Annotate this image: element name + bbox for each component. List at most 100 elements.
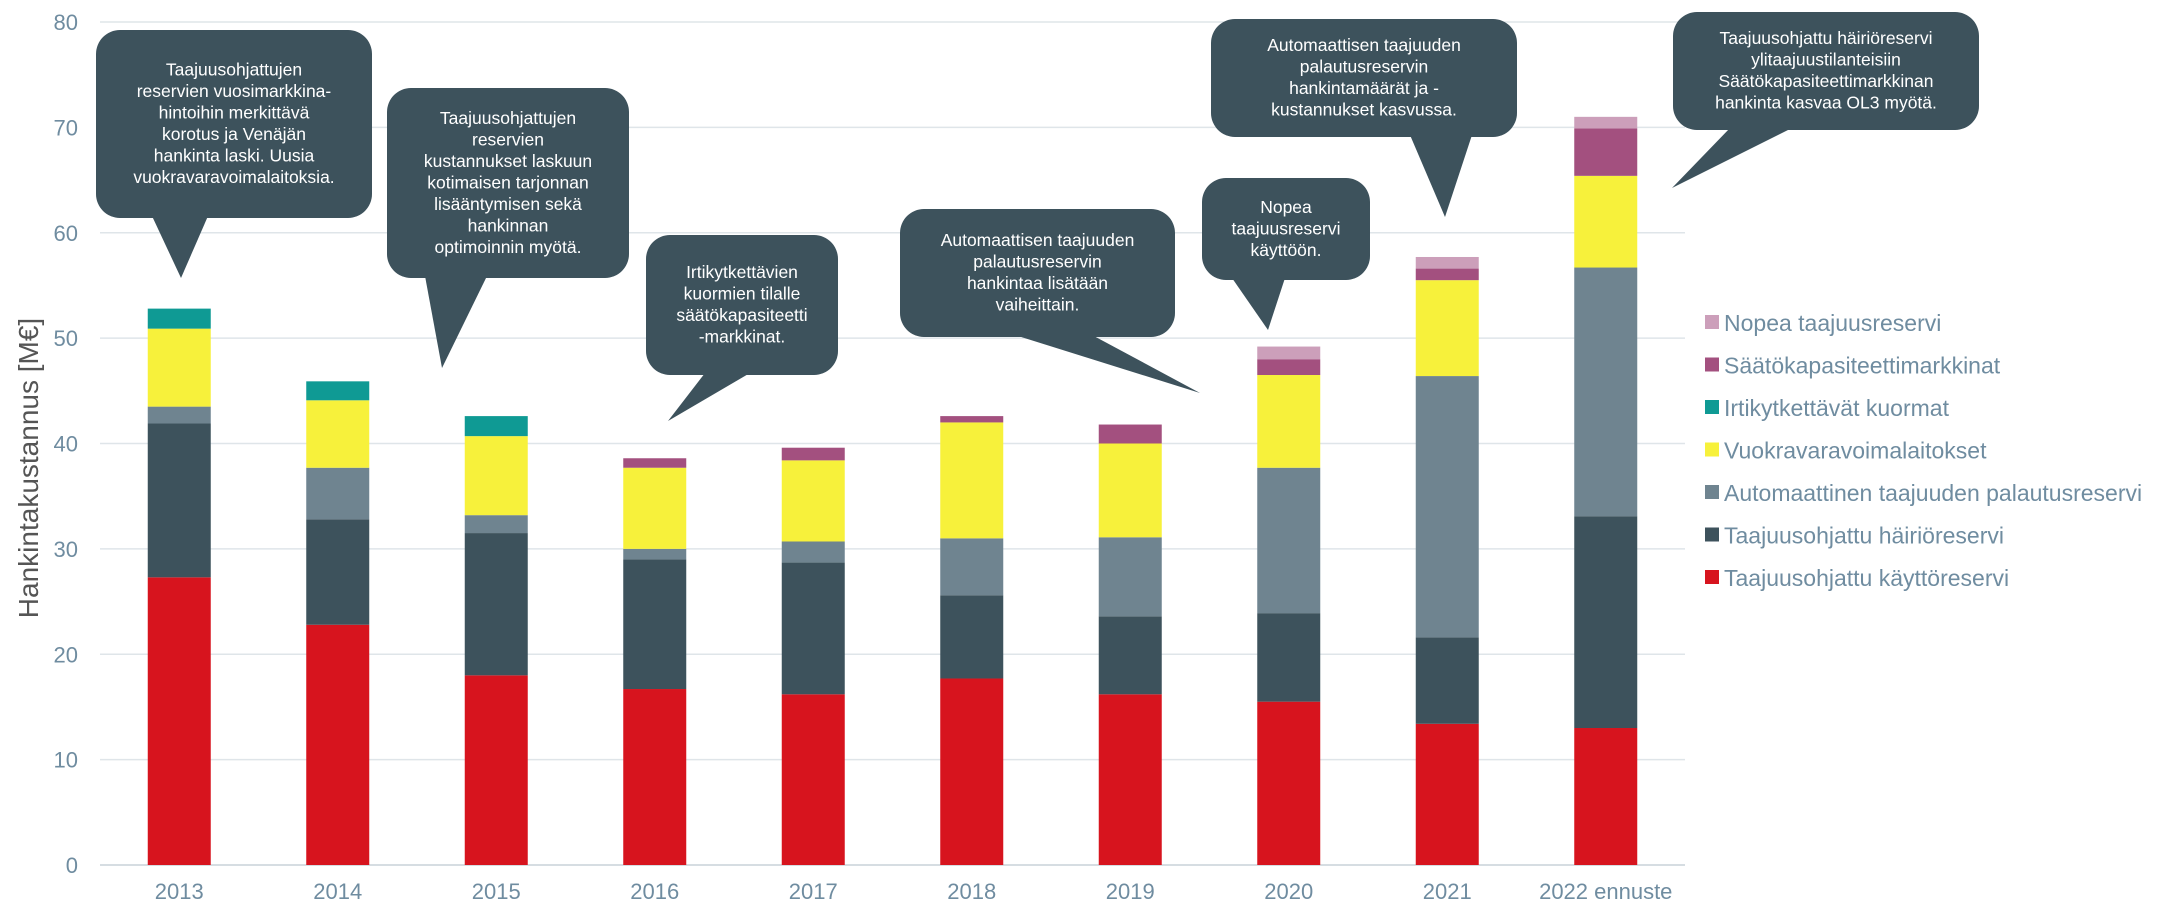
y-axis-title: Hankintakustannus [M€] [13,318,44,618]
bar-segment [1257,375,1321,468]
y-tick-label: 30 [54,537,78,562]
bar-segment [1574,728,1638,865]
legend-swatch [1705,442,1719,457]
bar-segment [1574,267,1638,517]
legend-label: Nopea taajuusreservi [1724,310,1941,336]
bar-segment [940,595,1004,679]
bar-segment [1415,280,1479,377]
callout-text-line: Automaattisen taajuuden [941,230,1135,250]
bar-segment [1574,516,1638,729]
legend-label: Säätökapasiteettimarkkinat [1724,353,2001,379]
callout-text-line: palautusreservin [973,252,1101,272]
bar-segment [147,577,211,865]
callout-text-line: hankintaa lisätään [967,273,1108,293]
legend-swatch [1705,485,1719,499]
bar-segment [1257,359,1321,376]
callout-pointer [425,276,487,368]
bar-segment [464,416,528,437]
callout-box [646,235,838,375]
legend-swatch [1705,570,1719,584]
bar-segment [464,533,528,676]
bar-segment [1257,346,1321,360]
callout-text-line: ylitaajuustilanteisiin [1751,50,1901,70]
bar-segment [940,416,1004,423]
y-tick-label: 0 [66,853,78,878]
bar-segment [1574,116,1638,129]
callouts: Taajuusohjattujen reservien vuosimarkkina… [96,12,1979,421]
bar-segment [1415,256,1479,269]
bar-segment [1415,637,1479,724]
bar-segment [1098,694,1162,865]
callout-text-line: kuormien tilalle [684,284,801,304]
bar-segment [147,308,211,329]
bar-segment [147,423,211,578]
bar-segment [1098,424,1162,444]
bar-segment [781,460,845,542]
legend-label: Vuokravaravoimalaitokset [1724,438,1987,464]
bar-segment [623,559,687,690]
y-tick-label: 10 [54,748,78,773]
callout-pointer [1410,135,1472,217]
callout-text-line: kustannukset laskuun [424,151,592,171]
y-tick-label: 40 [54,432,78,457]
bar-segment [781,694,845,865]
callout-text-line: Taajuusohjattujen [440,108,576,128]
callout-text-line: taajuusreservi [1232,218,1341,238]
bar-segment [1257,613,1321,702]
x-tick-label: 2016 [630,879,679,904]
callout-pointer [1015,335,1200,393]
bar-segment [781,541,845,563]
bar-segment [1415,376,1479,638]
callout-text-line: kotimaisen tarjonnan [427,172,588,192]
callout-text-line: hankintamäärät ja - [1289,78,1439,98]
x-axis-ticks: 2013 2014 2015 2016 2017 2018 2019 2020 2021 2022… [155,879,1673,904]
bar-segment [940,422,1004,539]
legend-label: Automaattinen taajuuden palautusreservi [1724,480,2142,506]
x-tick-label: 2017 [789,879,838,904]
bar-segment [623,689,687,865]
callout-box [1202,178,1370,280]
bar-segment [464,515,528,534]
callout-pointer [1672,128,1792,188]
x-tick-label: 2019 [1106,879,1155,904]
callout-text-line: reservien vuosimarkkina- [137,81,332,101]
x-tick-label: 2013 [155,879,204,904]
callout-pointer [668,373,750,421]
legend: Nopea taajuusreservi Säätökapasiteettimar… [1705,310,2142,591]
callout-text-line: lisääntymisen sekä [434,194,582,214]
bar-segment [1415,723,1479,865]
x-tick-label: 2015 [472,879,521,904]
x-tick-label: 2020 [1264,879,1313,904]
bar-segment [464,436,528,516]
callout: Automaattisen taajuudenpalautusreservinh… [900,209,1200,393]
y-tick-label: 80 [54,10,78,35]
bar-segment [623,548,687,560]
callout-text-line: Nopea [1260,197,1312,217]
callout-text-line: hintoihin merkittävä [159,103,310,123]
bar-segment [781,562,845,695]
callout-box [900,209,1175,337]
callout-box [387,88,629,278]
bar-segment [781,447,845,461]
bar-segment [623,458,687,468]
x-tick-label: 2022 ennuste [1539,879,1672,904]
bar-segment [306,624,370,865]
callout-text-line: -markkinat. [699,327,786,347]
callout: Taajuusohjattu häiriöreserviylitaajuusti… [1672,12,1979,188]
bar-segment [1257,701,1321,865]
callout-text-line: säätökapasiteetti [676,305,807,325]
callout-text-line: vaiheittain. [996,295,1080,315]
callout-text-line: Säätökapasiteettimarkkinan [1719,71,1934,91]
bar-segment [147,328,211,407]
legend-swatch [1705,357,1719,372]
bar-segment [1098,537,1162,617]
callout-pointer [152,216,208,278]
y-tick-label: 20 [54,642,78,667]
bar-segment [1098,443,1162,538]
callout-text-line: kustannukset kasvussa. [1271,100,1457,120]
